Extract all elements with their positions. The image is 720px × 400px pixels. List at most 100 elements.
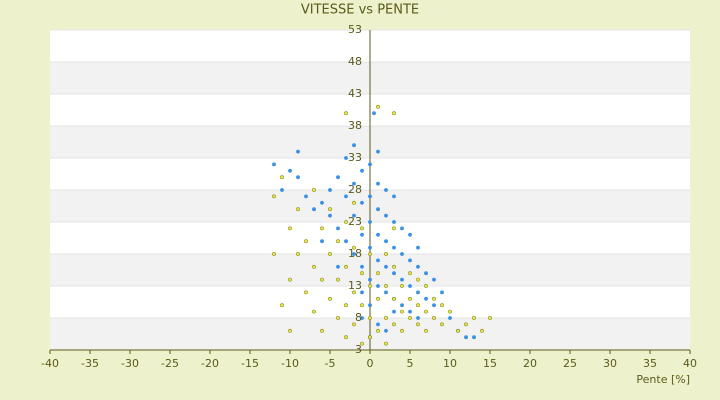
point [440,322,444,327]
point [280,303,284,308]
point [344,156,348,160]
y-tick-label: 48 [348,55,362,68]
point [376,232,380,237]
point [336,226,340,231]
y-tick-label: 38 [348,119,362,132]
point [480,328,484,333]
point [376,322,380,327]
y-tick-label: 33 [348,151,362,164]
point [392,220,396,224]
point [464,335,468,340]
point [440,303,444,308]
point [416,277,420,282]
x-tick-label: 15 [483,357,497,370]
y-tick-label: 43 [348,87,362,100]
point [328,207,332,212]
point [360,271,364,276]
point [336,239,340,244]
point [376,207,380,212]
point [368,245,372,250]
point [392,245,396,250]
point [312,188,316,192]
x-tick-label: -10 [281,357,299,370]
x-tick-label: -15 [241,357,259,370]
point [424,271,428,276]
point [368,194,372,199]
point [288,328,292,333]
point [344,111,348,116]
point [296,252,300,256]
x-axis-label: Pente [%] [636,373,690,386]
y-tick-label: 28 [348,183,362,196]
point [320,328,324,333]
point [392,309,396,314]
x-tick-label: 25 [563,357,577,370]
point [344,194,348,199]
point [432,316,436,320]
y-tick-label: 53 [348,23,362,36]
point [288,168,292,173]
point [472,316,476,320]
point [376,284,380,288]
point [384,284,388,288]
point [280,188,284,192]
point [352,245,356,250]
point [336,316,340,320]
point [400,309,404,314]
point [424,309,428,314]
point [352,200,356,205]
point [376,271,380,276]
point [328,188,332,192]
point [320,277,324,282]
point [272,252,276,256]
point [328,296,332,301]
point [408,258,412,263]
point [424,328,428,333]
point [360,316,364,320]
point [336,264,340,269]
point [400,303,404,308]
point [336,175,340,180]
point [416,316,420,320]
point [384,290,388,295]
point [384,188,388,192]
point [384,328,388,333]
point [400,252,404,256]
point [376,296,380,301]
x-tick-label: 5 [407,357,414,370]
point [392,194,396,199]
point [372,111,376,116]
point [312,207,316,212]
point [352,181,356,186]
point [416,303,420,308]
point [416,322,420,327]
point [344,220,348,224]
point [464,322,468,327]
point [432,296,436,301]
y-tick-label: 3 [355,343,362,356]
point [344,239,348,244]
point [344,335,348,340]
point [376,258,380,263]
point [384,341,388,346]
point [392,264,396,269]
point [432,303,436,308]
y-tick-label: 8 [355,311,362,324]
point [456,328,460,333]
point [416,290,420,295]
point [376,149,380,154]
point [400,277,404,282]
point [408,296,412,301]
x-tick-label: -35 [81,357,99,370]
point [368,335,372,340]
point [408,316,412,320]
x-tick-label: -30 [121,357,139,370]
point [352,252,356,256]
point [344,303,348,308]
point [392,322,396,327]
point [352,213,356,218]
point [376,104,380,109]
point [416,245,420,250]
point [368,303,372,308]
